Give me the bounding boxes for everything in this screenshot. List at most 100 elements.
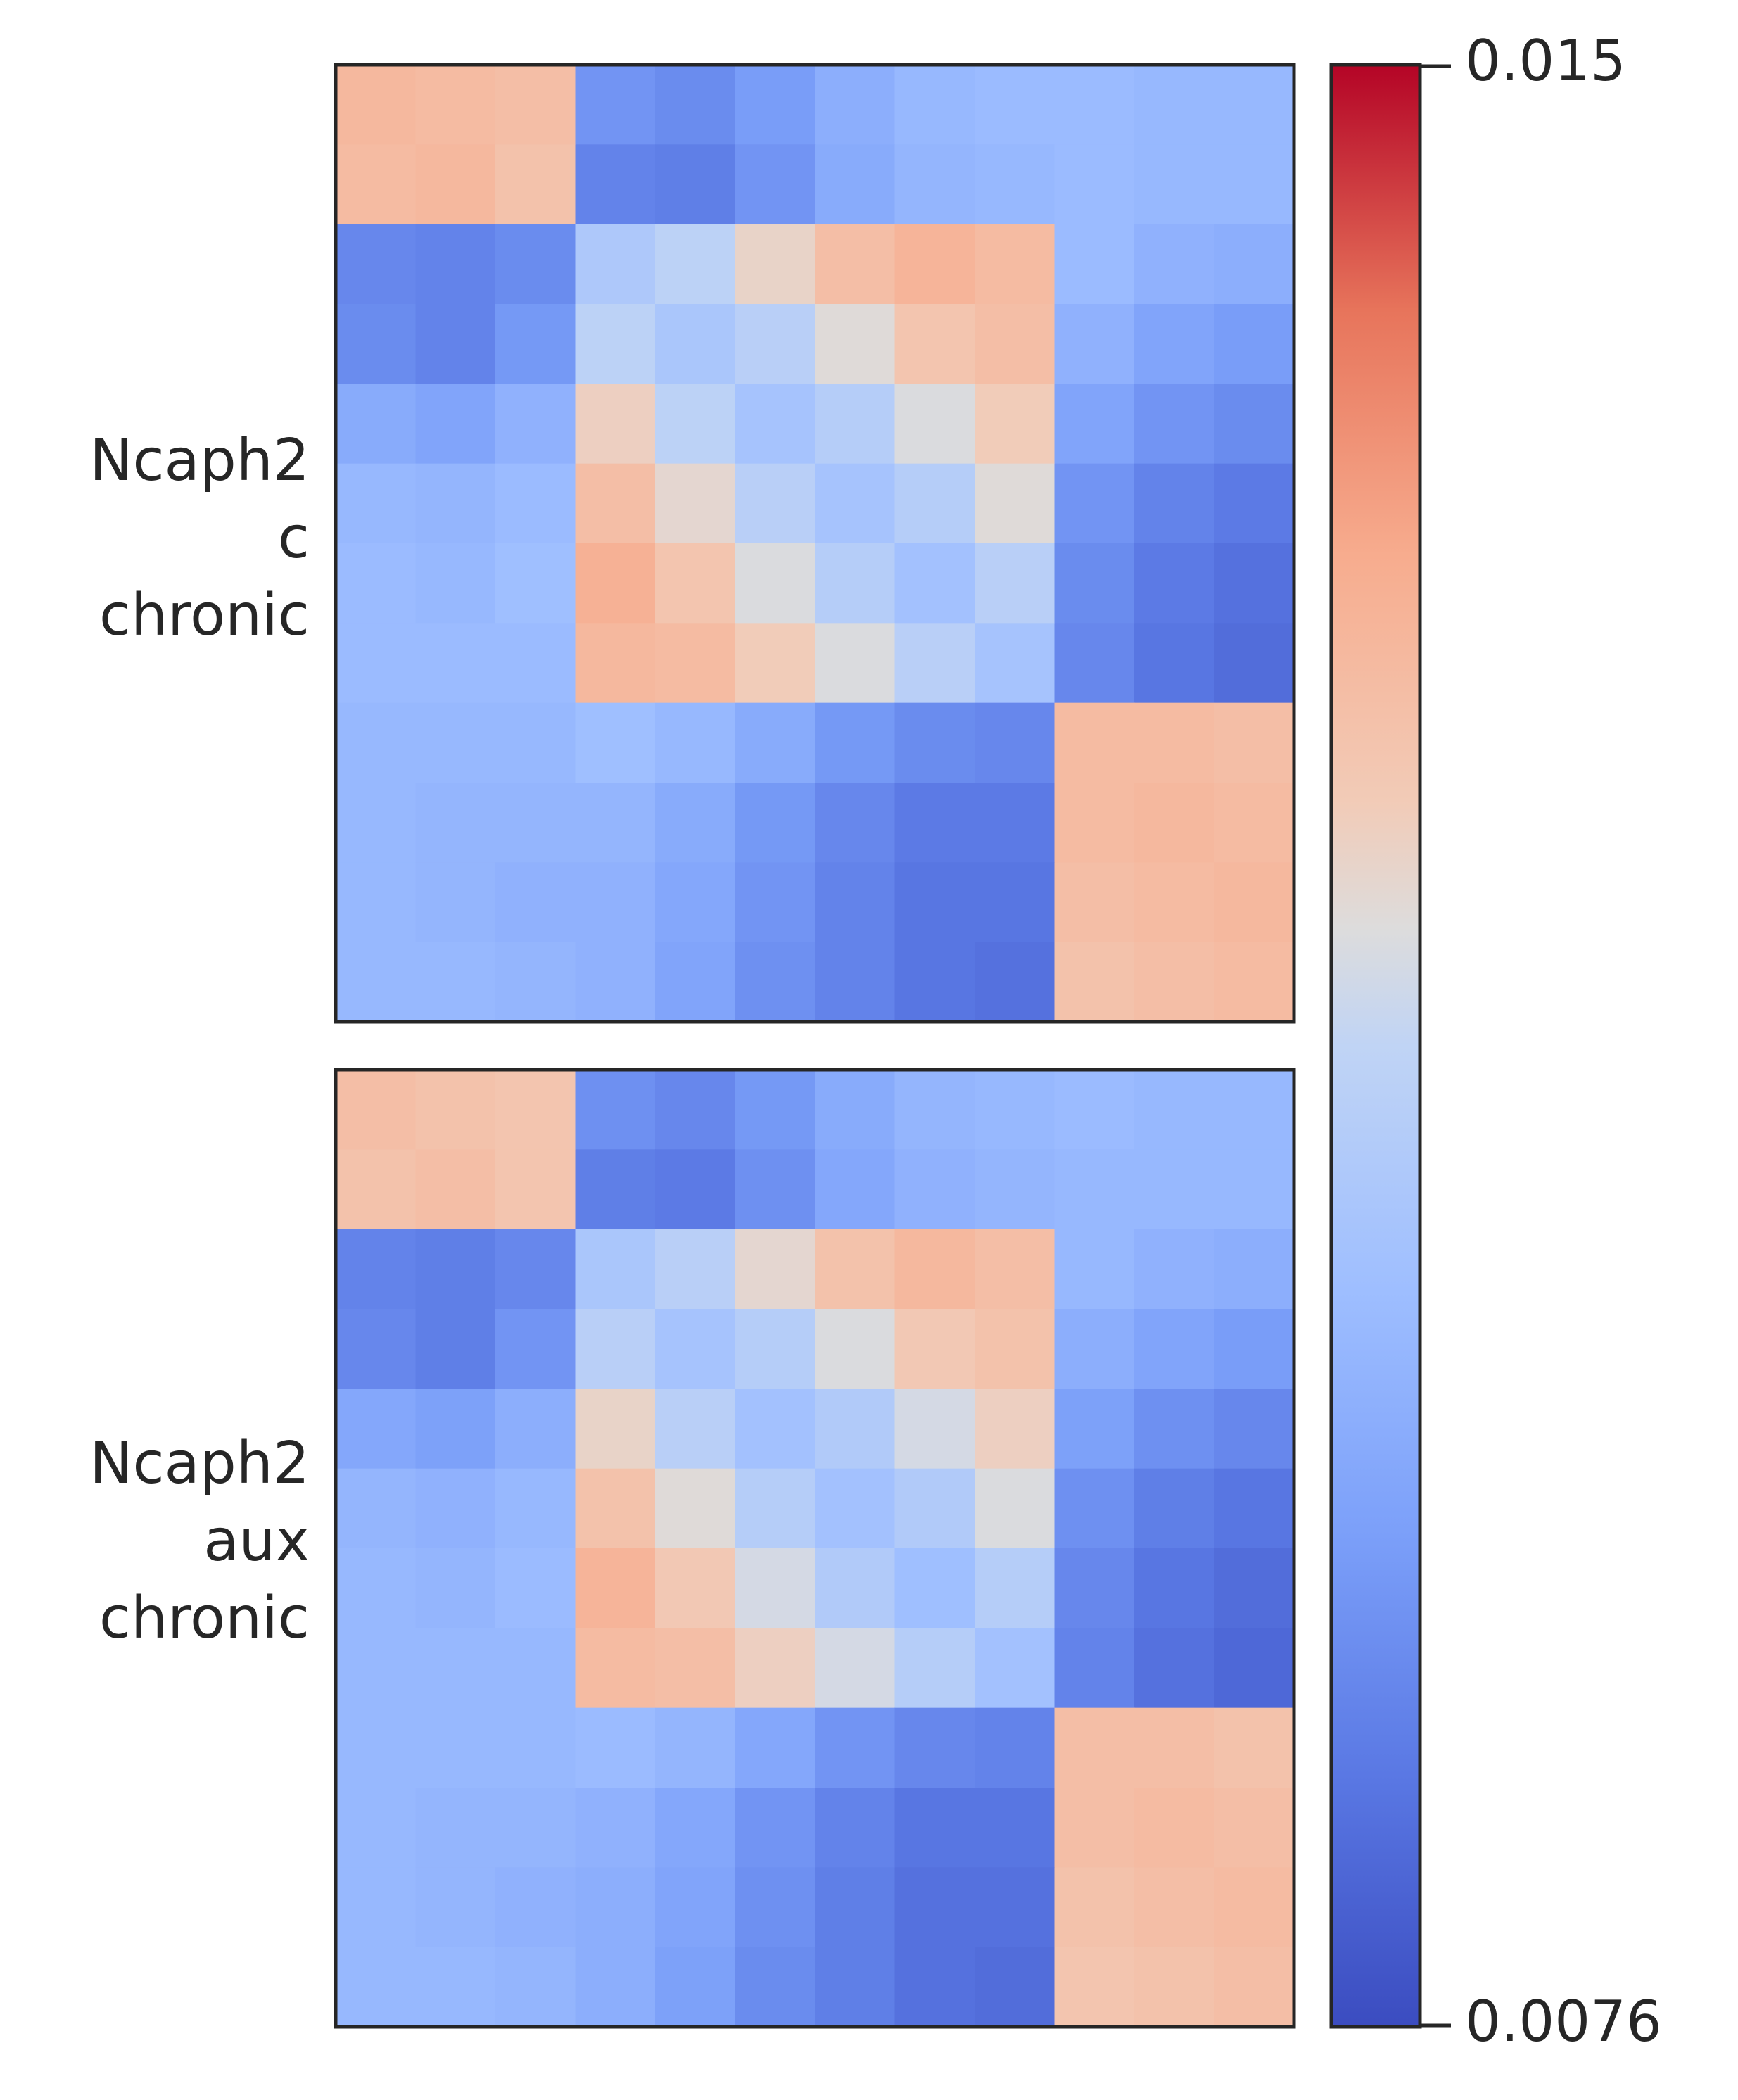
heatmap-cell xyxy=(894,463,975,544)
heatmap-cell xyxy=(1214,783,1295,863)
heatmap-cell xyxy=(1054,65,1135,145)
heatmap-cell xyxy=(975,623,1055,704)
heatmap-panel-top xyxy=(336,65,1295,1023)
heatmap-cell xyxy=(415,1389,496,1469)
heatmap-cell xyxy=(1214,65,1295,145)
heatmap-cell xyxy=(975,384,1055,464)
heatmap-cell xyxy=(815,1867,896,1948)
heatmap-cell xyxy=(975,1389,1055,1469)
heatmap-cell xyxy=(575,1468,656,1549)
heatmap-cell xyxy=(336,543,417,624)
panel-label-bottom-line-3: chronic xyxy=(99,1585,310,1652)
heatmap-cell xyxy=(1134,942,1215,1023)
heatmap-cell xyxy=(495,65,576,145)
heatmap-cell xyxy=(735,623,816,704)
heatmap-cell xyxy=(1214,1867,1295,1948)
heatmap-cell xyxy=(975,1947,1055,2028)
heatmap-cell xyxy=(495,1788,576,1868)
heatmap-cell xyxy=(415,1628,496,1709)
heatmap-cell xyxy=(495,1707,576,1788)
heatmap-cell xyxy=(1134,1548,1215,1628)
heatmap-cell xyxy=(735,1548,816,1628)
heatmap-cell xyxy=(1214,1229,1295,1310)
heatmap-cell xyxy=(336,1628,417,1709)
heatmap-cell xyxy=(815,1947,896,2028)
heatmap-cell xyxy=(575,1070,656,1150)
heatmap-cell xyxy=(336,1309,417,1389)
heatmap-cell xyxy=(495,1149,576,1230)
heatmap-cell xyxy=(1214,1389,1295,1469)
heatmap-cell xyxy=(495,304,576,384)
heatmap-cell xyxy=(975,304,1055,384)
heatmap-cell xyxy=(575,65,656,145)
heatmap-cell xyxy=(415,224,496,305)
heatmap-cell xyxy=(415,702,496,783)
heatmap-cell xyxy=(655,623,736,704)
heatmap-cell xyxy=(655,1149,736,1230)
heatmap-cell xyxy=(1054,1788,1135,1868)
heatmap-cell xyxy=(735,65,816,145)
heatmap-cell xyxy=(336,224,417,305)
colorbar-max-label: 0.015 xyxy=(1465,28,1627,94)
heatmap-cell xyxy=(975,1309,1055,1389)
heatmap-cell xyxy=(495,1867,576,1948)
heatmap-cell xyxy=(575,1149,656,1230)
heatmap-cell xyxy=(575,1389,656,1469)
heatmap-cell xyxy=(575,1548,656,1628)
heatmap-cell xyxy=(815,1707,896,1788)
panel-label-bottom-line-1: Ncaph2 xyxy=(89,1430,310,1497)
heatmap-cell xyxy=(336,1788,417,1868)
heatmap-cell xyxy=(495,862,576,943)
heatmap-cell xyxy=(815,1149,896,1230)
heatmap-cell xyxy=(415,1707,496,1788)
heatmap-cell xyxy=(495,1947,576,2028)
heatmap-cell xyxy=(336,1389,417,1469)
heatmap-cell xyxy=(1054,1707,1135,1788)
heatmap-cell xyxy=(495,1628,576,1709)
heatmap-cell xyxy=(1134,623,1215,704)
heatmap-cell xyxy=(894,702,975,783)
heatmap-cell xyxy=(894,144,975,225)
heatmap-cell xyxy=(894,1070,975,1150)
heatmap-cell xyxy=(1134,304,1215,384)
heatmap-cell xyxy=(1134,1389,1215,1469)
heatmap-cell xyxy=(975,1867,1055,1948)
heatmap-cell xyxy=(735,463,816,544)
heatmap-cell xyxy=(495,144,576,225)
heatmap-cell xyxy=(655,65,736,145)
heatmap-cell xyxy=(735,384,816,464)
heatmap-cell xyxy=(735,1867,816,1948)
heatmap-cell xyxy=(894,1788,975,1868)
heatmap-cell xyxy=(336,1468,417,1549)
heatmap-cell xyxy=(655,543,736,624)
heatmap-cell xyxy=(1054,623,1135,704)
heatmap-cell xyxy=(655,1468,736,1549)
heatmap-cell xyxy=(1054,1947,1135,2028)
heatmap-cell xyxy=(815,1229,896,1310)
heatmap-cell xyxy=(1134,463,1215,544)
heatmap-cell xyxy=(1054,1389,1135,1469)
panel-label-bottom-line-2: aux xyxy=(203,1507,310,1574)
heatmap-cell xyxy=(575,783,656,863)
heatmap-cell xyxy=(975,543,1055,624)
heatmap-cell xyxy=(336,1867,417,1948)
heatmap-cell xyxy=(1134,1788,1215,1868)
heatmap-cell xyxy=(415,1548,496,1628)
heatmap-cell xyxy=(495,623,576,704)
heatmap-cell xyxy=(1134,1947,1215,2028)
heatmap-cell xyxy=(975,1628,1055,1709)
heatmap-cell xyxy=(975,1468,1055,1549)
heatmap-cell xyxy=(735,1389,816,1469)
heatmap-cell xyxy=(815,862,896,943)
heatmap-cell xyxy=(575,1707,656,1788)
heatmap-panel-bottom xyxy=(336,1070,1295,2028)
heatmap-cell xyxy=(575,1867,656,1948)
heatmap-cell xyxy=(975,862,1055,943)
heatmap-cell xyxy=(1214,1070,1295,1150)
heatmap-cell xyxy=(415,1070,496,1150)
heatmap-cell xyxy=(495,1309,576,1389)
heatmap-cell xyxy=(415,384,496,464)
heatmap-cell xyxy=(1214,144,1295,225)
